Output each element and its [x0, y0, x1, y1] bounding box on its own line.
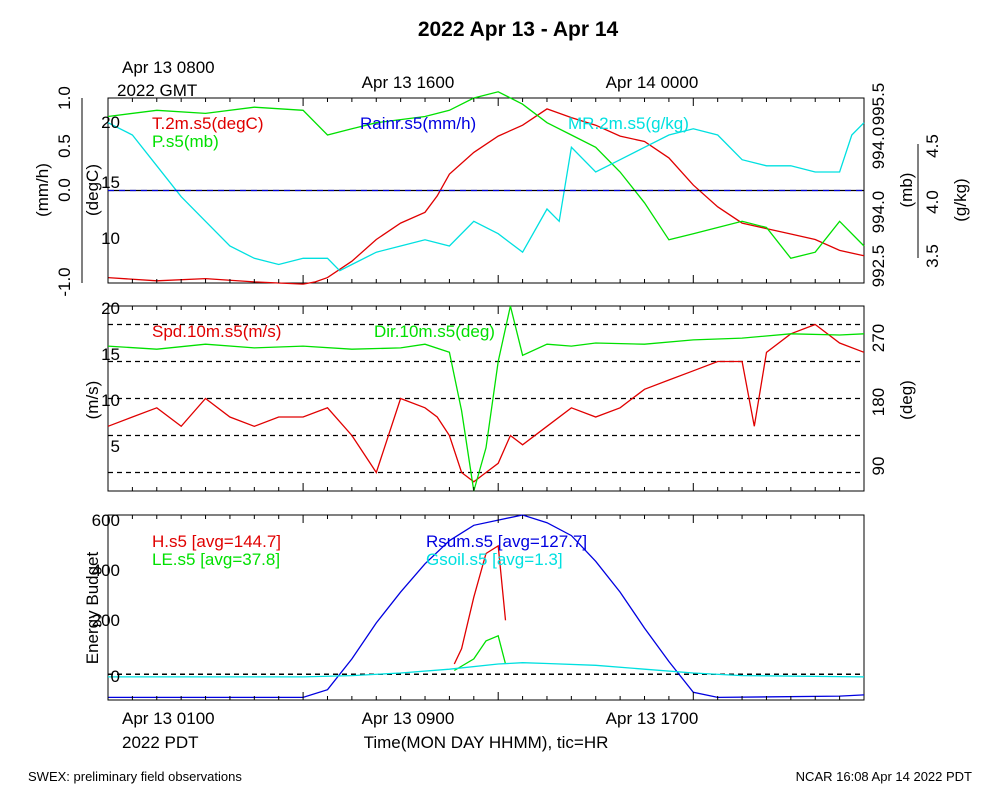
bottom-panel-frame — [107, 514, 865, 701]
pres-tick-1: 995.5 — [869, 83, 888, 126]
chart-title: 2022 Apr 13 - Apr 14 — [418, 18, 619, 41]
rain-tick-3: 0.0 — [55, 178, 74, 202]
dir-tick-1: 270 — [869, 324, 888, 352]
x-axis-label: Time(MON DAY HHMM), tic=HR — [364, 733, 609, 752]
series-gsoil-s5 — [108, 662, 865, 678]
gmt-tick-2: Apr 14 0000 — [606, 73, 699, 92]
series-p-s5-mb — [107, 91, 865, 260]
pdt-first-tick: Apr 13 0100 — [122, 709, 215, 728]
eb-tick-4: 0 — [111, 667, 120, 686]
dir-axis-label: (deg) — [897, 380, 916, 420]
spd-tick-3: 10 — [101, 391, 120, 410]
legend-rain: Rainr.s5(mm/h) — [360, 114, 476, 133]
legend-gsoil: Gsoil.s5 [avg=1.3] — [426, 550, 563, 569]
legend-rsum: Rsum.s5 [avg=127.7] — [426, 532, 587, 551]
spd-tick-4: 5 — [111, 437, 120, 456]
top-panel-series — [107, 91, 865, 285]
dir-tick-2: 180 — [869, 388, 888, 416]
temp-tick-3: 10 — [101, 229, 120, 248]
temp-axis-label: (degC) — [83, 164, 102, 216]
gmt-first-tick: Apr 13 0800 — [122, 58, 215, 77]
spd-tick-1: 20 — [101, 299, 120, 318]
pdt-tick-1: Apr 13 0900 — [362, 709, 455, 728]
series-le-s5 — [453, 634, 507, 672]
series-h-s5 — [453, 544, 507, 665]
series-dir-10m-s5-deg — [107, 305, 865, 492]
pres-tick-3: 994.0 — [869, 191, 888, 234]
series-spd-10m-s5-m-s — [107, 323, 865, 483]
eb-tick-3: 200 — [92, 611, 120, 630]
legend-spd: Spd.10m.s5(m/s) — [152, 322, 281, 341]
gmt-tick-1: Apr 13 1600 — [362, 73, 455, 92]
legend-pres: P.s5(mb) — [152, 132, 219, 151]
eb-tick-1: 600 — [92, 511, 120, 530]
legend-temp: T.2m.s5(degC) — [152, 114, 263, 133]
rain-tick-4: -1.0 — [55, 267, 74, 296]
legend-dir: Dir.10m.s5(deg) — [374, 322, 495, 341]
pdt-tick-2: Apr 13 1700 — [606, 709, 699, 728]
pdt-first-tick-sub: 2022 PDT — [122, 733, 199, 752]
temp-tick-2: 15 — [101, 173, 120, 192]
legend-h: H.s5 [avg=144.7] — [152, 532, 281, 551]
spd-axis-label: (m/s) — [83, 381, 102, 420]
gmt-first-tick-sub: 2022 GMT — [117, 81, 197, 100]
pres-axis-label: (mb) — [897, 173, 916, 208]
rain-tick-2: 0.5 — [55, 134, 74, 158]
legend-mr: MR.2m.s5(g/kg) — [568, 114, 689, 133]
mr-axis-label: (g/kg) — [951, 178, 970, 221]
temp-tick-1: 20 — [101, 113, 120, 132]
rain-axis-label: (mm/h) — [33, 163, 52, 217]
mr-tick-1: 4.5 — [923, 134, 942, 158]
footer-left: SWEX: preliminary field observations — [28, 769, 242, 784]
footer-right: NCAR 16:08 Apr 14 2022 PDT — [796, 769, 972, 784]
middle-panel-series — [107, 305, 865, 492]
tick-marks — [81, 98, 919, 700]
dir-tick-3: 90 — [869, 457, 888, 476]
rain-tick-1: 1.0 — [55, 86, 74, 110]
eb-tick-2: 400 — [92, 561, 120, 580]
series-t-2m-s5-degc — [107, 108, 865, 285]
legend-le: LE.s5 [avg=37.8] — [152, 550, 280, 569]
mr-tick-3: 3.5 — [923, 244, 942, 268]
pres-tick-4: 992.5 — [869, 245, 888, 288]
mr-tick-2: 4.0 — [923, 190, 942, 214]
series-mr-2m-s5-g-kg — [107, 122, 865, 272]
eb-axis-label: Energy Budget — [83, 551, 102, 664]
pres-tick-2: 994.0 — [869, 127, 888, 170]
spd-tick-2: 15 — [101, 345, 120, 364]
